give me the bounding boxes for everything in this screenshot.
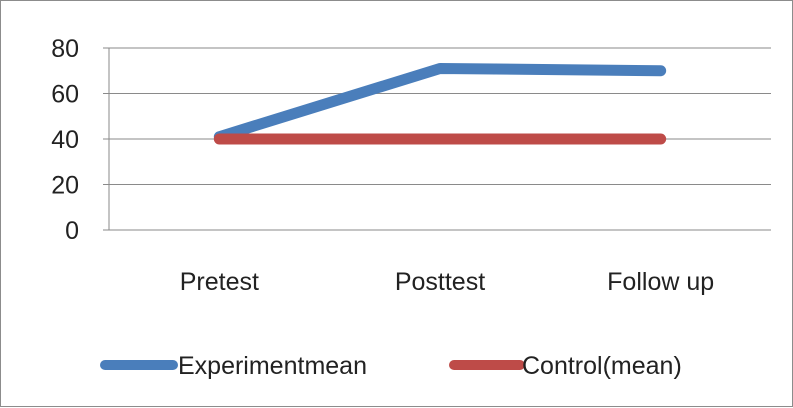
- y-tick-label: 60: [51, 81, 79, 109]
- y-tick-label: 40: [51, 126, 79, 154]
- y-tick-label: 20: [51, 172, 79, 200]
- legend: Experimentmean Control(mean): [100, 352, 682, 380]
- series-1-point: [660, 70, 662, 72]
- legend-label-1: Experimentmean: [178, 352, 367, 380]
- y-tick-label: 80: [51, 35, 79, 63]
- y-tick-label: 0: [65, 217, 79, 245]
- x-category-label: Posttest: [395, 268, 485, 296]
- x-category-label: Pretest: [180, 268, 259, 296]
- series-2-point: [439, 138, 441, 140]
- x-axis-category-labels: Pretest Posttest Follow up: [180, 268, 714, 296]
- series-lines: [213, 62, 667, 145]
- series-line-1: [213, 62, 667, 143]
- legend-label-2: Control(mean): [522, 352, 682, 380]
- x-category-label: Follow up: [607, 268, 714, 296]
- series-2-point: [660, 138, 662, 140]
- series-2-point: [218, 138, 220, 140]
- y-axis-tick-labels: 0 20 40 60 80: [51, 35, 79, 245]
- axes: [103, 47, 110, 231]
- series-1-point: [439, 67, 441, 69]
